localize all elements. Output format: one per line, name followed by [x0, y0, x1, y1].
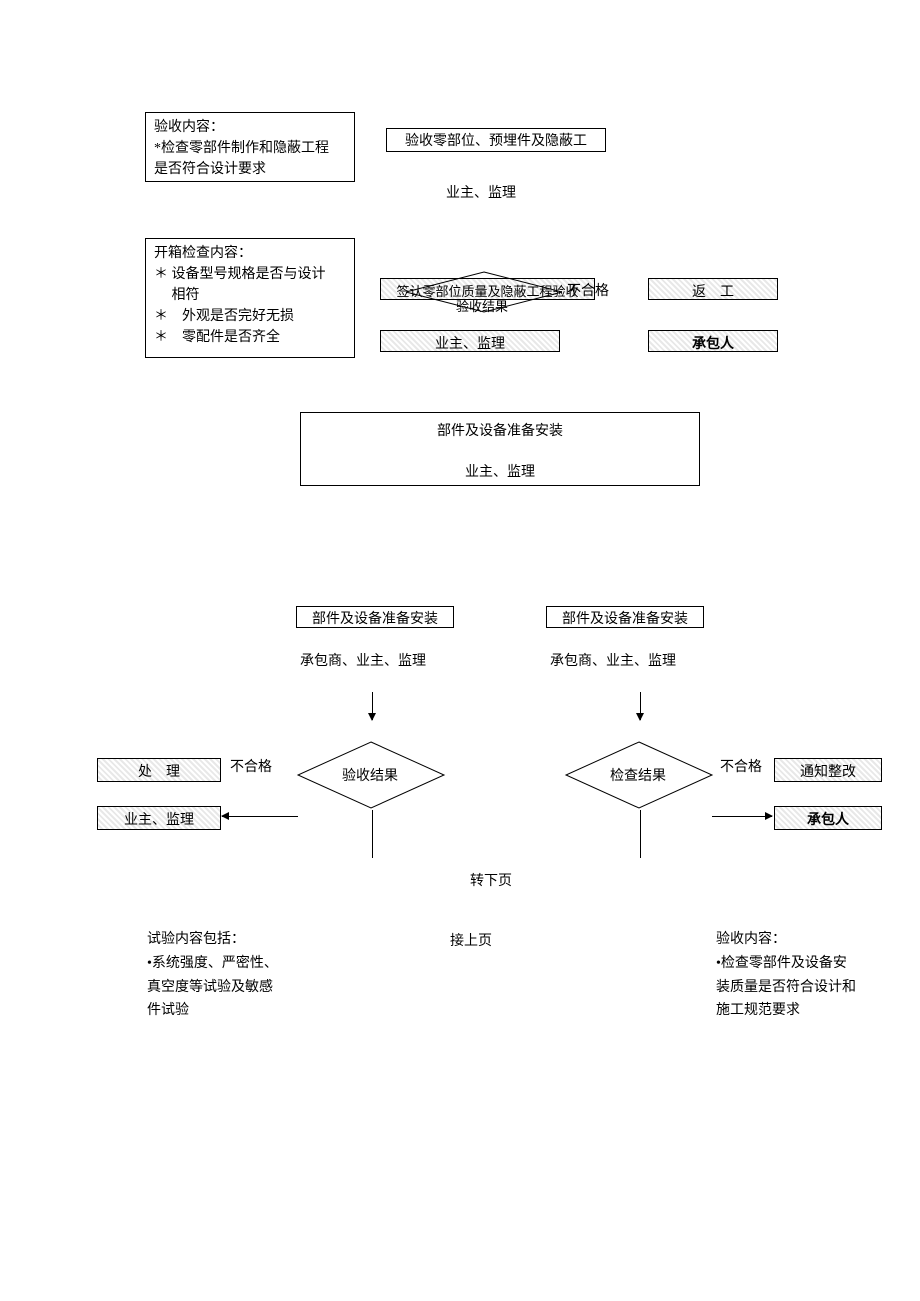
- test-title: 试验内容包括：: [147, 928, 327, 952]
- left-step-box: 部件及设备准备安装: [296, 606, 454, 628]
- step3-label: 部件及设备准备安装: [309, 421, 691, 442]
- left-handle-actor: 业主、监理: [124, 813, 194, 828]
- note-unbox-check: 开箱检查内容： ＊ 设备型号规格是否与设计 相符 ＊ 外观是否完好无损 ＊ 零配…: [145, 238, 355, 358]
- right-vline-icon: [640, 810, 641, 858]
- continue-next-label: 转下页: [470, 870, 512, 890]
- right-notify-actor: 承包人: [807, 813, 849, 828]
- note2-title: 开箱检查内容：: [154, 243, 346, 264]
- continue-from-label: 接上页: [450, 930, 492, 950]
- left-actor: 承包商、业主、监理: [300, 650, 426, 670]
- test-line3: 件试验: [147, 999, 327, 1023]
- decision-diamond-label: 验收结果: [456, 296, 508, 315]
- rework-label: 返 工: [692, 285, 734, 300]
- right-step-box: 部件及设备准备安装: [546, 606, 704, 628]
- rework-actor-box: 承包人: [648, 330, 778, 352]
- accr-line2: 装质量是否符合设计和: [716, 976, 896, 1000]
- left-handle-label: 处 理: [138, 765, 180, 780]
- note-test-content: 试验内容包括： •系统强度、严密性、 真空度等试验及敏感 件试验: [147, 928, 327, 1023]
- step1-actor: 业主、监理: [446, 182, 516, 202]
- left-diamond-label: 验收结果: [342, 765, 398, 785]
- rework-box: 返 工: [648, 278, 778, 300]
- note1-title: 验收内容：: [154, 117, 346, 138]
- right-notify-actor-box: 承包人: [774, 806, 882, 830]
- right-notify-box: 通知整改: [774, 758, 882, 782]
- step3-actor: 业主、监理: [309, 462, 691, 483]
- decision-actor-box: 业主、监理: [380, 330, 560, 352]
- right-arrow-right-icon: [712, 816, 772, 817]
- rework-actor: 承包人: [692, 337, 734, 352]
- note-acceptance-content: 验收内容： *检查零部件制作和隐蔽工程 是否符合设计要求: [145, 112, 355, 182]
- right-step-label: 部件及设备准备安装: [562, 612, 688, 627]
- accr-title: 验收内容：: [716, 928, 896, 952]
- right-diamond-label: 检查结果: [610, 765, 666, 785]
- left-arrow-down-icon: [372, 692, 373, 720]
- left-vline-icon: [372, 810, 373, 858]
- left-arrow-left-icon: [222, 816, 298, 817]
- right-arrow-down-icon: [640, 692, 641, 720]
- left-fail-label: 不合格: [230, 756, 272, 776]
- left-handle-actor-box: 业主、监理: [97, 806, 221, 830]
- note2-item1: ＊ 设备型号规格是否与设计: [154, 264, 346, 285]
- test-line1: •系统强度、严密性、: [147, 952, 327, 976]
- step1-label: 验收零部位、预埋件及隐蔽工: [405, 134, 587, 149]
- left-step-label: 部件及设备准备安装: [312, 612, 438, 627]
- note2-item2: ＊ 外观是否完好无损: [154, 306, 346, 327]
- note1-line2: 是否符合设计要求: [154, 159, 346, 180]
- step-acceptance-zero: 验收零部位、预埋件及隐蔽工: [386, 128, 606, 152]
- decision-pass-label: 不合格: [567, 280, 609, 300]
- right-actor: 承包商、业主、监理: [550, 650, 676, 670]
- note1-line1: *检查零部件制作和隐蔽工程: [154, 138, 346, 159]
- step-prep-install: 部件及设备准备安装 业主、监理: [300, 412, 700, 486]
- note2-item1b: 相符: [154, 285, 346, 306]
- accr-line3: 施工规范要求: [716, 999, 896, 1023]
- decision-actor: 业主、监理: [435, 337, 505, 352]
- test-line2: 真空度等试验及敏感: [147, 976, 327, 1000]
- note-acceptance-right: 验收内容： •检查零部件及设备安 装质量是否符合设计和 施工规范要求: [716, 928, 896, 1023]
- note2-item3: ＊ 零配件是否齐全: [154, 327, 346, 348]
- right-notify-label: 通知整改: [800, 765, 856, 780]
- left-handle-box: 处 理: [97, 758, 221, 782]
- right-fail-label: 不合格: [720, 756, 762, 776]
- accr-line1: •检查零部件及设备安: [716, 952, 896, 976]
